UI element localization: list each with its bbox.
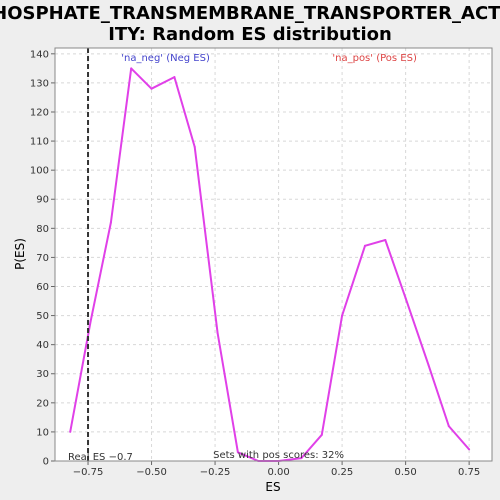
data-point (363, 244, 366, 247)
x-tick-label: 0.00 (267, 467, 289, 478)
y-tick-label: 90 (36, 195, 49, 206)
data-point (193, 145, 196, 148)
plot-frame (54, 47, 493, 462)
pos-scores-label: Sets with pos scores: 32% (213, 450, 344, 461)
data-point (320, 433, 323, 436)
y-tick-label: 120 (30, 107, 49, 118)
grid (55, 48, 492, 462)
y-axis-label: P(ES) (13, 238, 27, 270)
data-point (341, 314, 344, 317)
y-tick-label: 80 (36, 224, 49, 235)
data-point (447, 425, 450, 428)
neg-es-label: 'na_neg' (Neg ES) (121, 53, 210, 64)
x-axis-label: ES (265, 480, 280, 494)
y-tick-label: 130 (30, 78, 49, 89)
axis-ticks: −0.75 −0.50 −0.25 0.00 0.25 0.50 0.75 0 10 20 30 40… (30, 49, 480, 478)
y-tick-label: 60 (36, 282, 49, 293)
chart-title-line-2: ITY: Random ES distribution (108, 24, 392, 45)
y-tick-label: 20 (36, 398, 49, 409)
y-tick-label: 30 (36, 369, 49, 380)
data-point (150, 87, 153, 90)
x-tick-label: 0.75 (458, 467, 480, 478)
y-tick-label: 10 (36, 427, 49, 438)
data-point (109, 221, 112, 224)
data-point (427, 364, 430, 367)
data-point (130, 67, 133, 70)
real-es-label: Real ES −0.7 (68, 452, 133, 463)
y-tick-label: 100 (30, 166, 49, 177)
x-tick-label: −0.25 (200, 467, 231, 478)
y-tick-label: 40 (36, 340, 49, 351)
x-tick-label: 0.25 (331, 467, 353, 478)
y-tick-label: 50 (36, 311, 49, 322)
y-tick-label: 0 (43, 457, 49, 468)
data-point (173, 76, 176, 79)
data-point (69, 430, 72, 433)
data-point (404, 297, 407, 300)
x-tick-label: −0.75 (73, 467, 104, 478)
x-tick-label: −0.50 (136, 467, 167, 478)
data-point (216, 332, 219, 335)
plot-area (55, 48, 492, 461)
pos-es-label: 'na_pos' (Pos ES) (332, 53, 417, 64)
y-tick-label: 110 (30, 137, 49, 148)
y-tick-label: 70 (36, 253, 49, 264)
data-point (468, 448, 471, 451)
data-point (236, 451, 239, 454)
y-tick-label: 140 (30, 49, 49, 60)
data-point (300, 457, 303, 460)
chart-title-line-1: PHOSPHATE_TRANSMEMBRANE_TRANSPORTER_ACTI… (0, 3, 500, 24)
data-point (89, 320, 92, 323)
x-tick-label: 0.50 (394, 467, 416, 478)
data-point (384, 238, 387, 241)
